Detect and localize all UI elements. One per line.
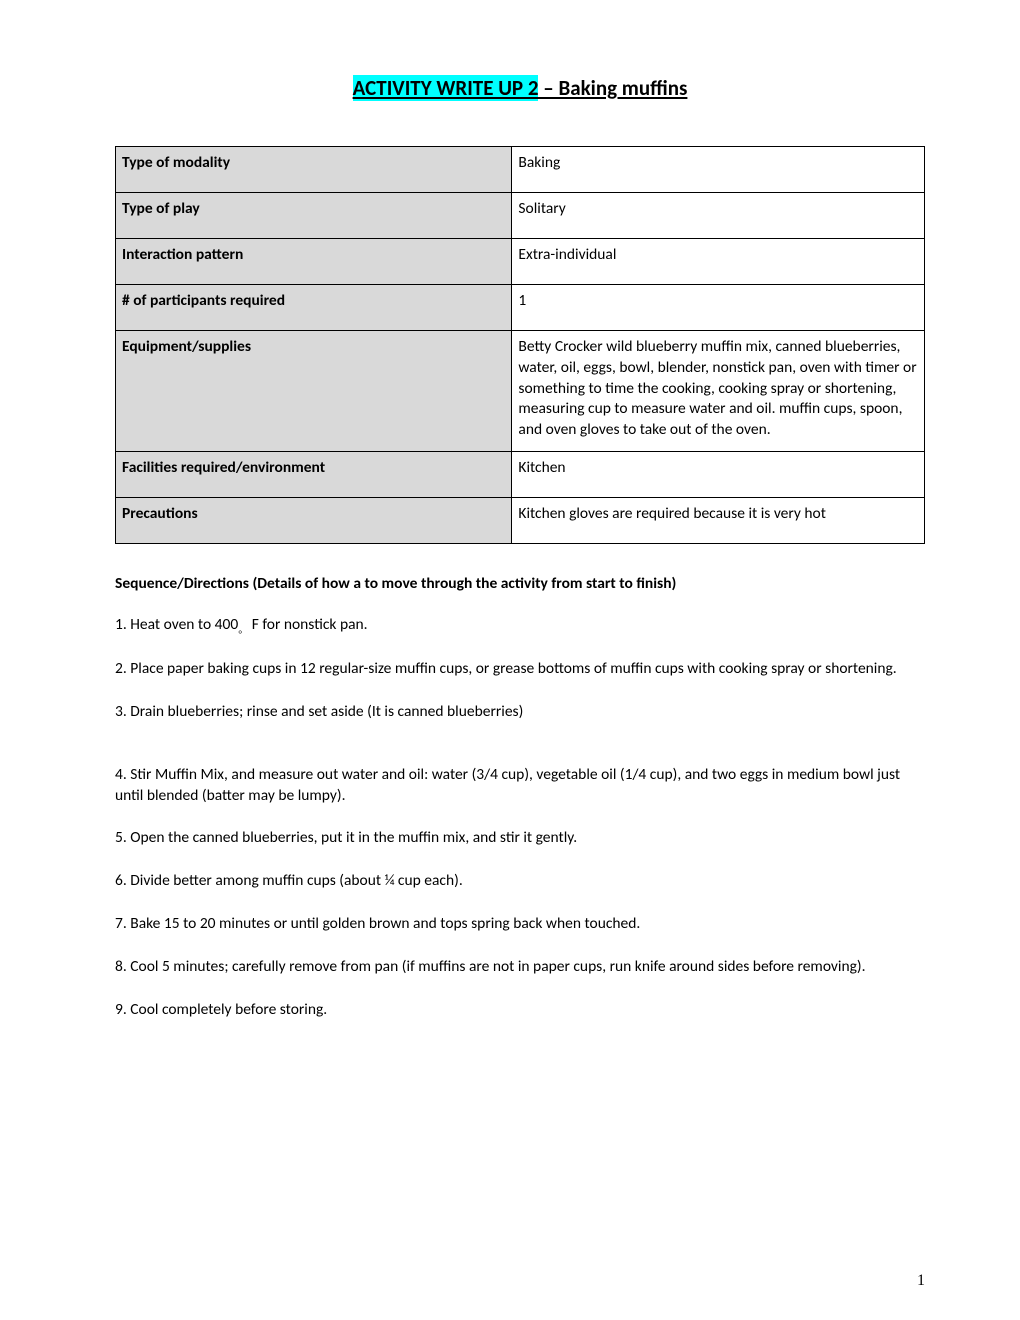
title-rest: – Baking muffins <box>538 75 687 101</box>
step-text-pre: 1. Heat oven to 400 <box>115 615 238 634</box>
table-label: Interaction pattern <box>116 238 512 284</box>
table-label: Equipment/supplies <box>116 330 512 452</box>
info-table: Type of modalityBakingType of playSolita… <box>115 146 925 544</box>
table-value: Kitchen <box>512 452 925 498</box>
table-value: Solitary <box>512 192 925 238</box>
sequence-heading: Sequence/Directions (Details of how a to… <box>115 574 925 593</box>
step: 2. Place paper baking cups in 12 regular… <box>115 659 925 680</box>
step: 3. Drain blueberries; rinse and set asid… <box>115 702 925 723</box>
table-row: Equipment/suppliesBetty Crocker wild blu… <box>116 330 925 452</box>
page-title: ACTIVITY WRITE UP 2 – Baking muffins <box>353 75 688 101</box>
step: 1. Heat oven to 400。 F for nonstick pan. <box>115 615 925 637</box>
table-value: 1 <box>512 284 925 330</box>
table-row: Type of modalityBaking <box>116 147 925 193</box>
step: 6. Divide better among muffin cups (abou… <box>115 871 925 892</box>
table-row: # of participants required1 <box>116 284 925 330</box>
table-label: Type of modality <box>116 147 512 193</box>
title-highlighted: ACTIVITY WRITE UP 2 <box>353 75 539 101</box>
step-sub: 。 <box>238 623 248 636</box>
title-wrap: ACTIVITY WRITE UP 2 – Baking muffins <box>115 75 925 101</box>
step-text-post: F for nonstick pan. <box>248 615 367 634</box>
table-row: PrecautionsKitchen gloves are required b… <box>116 498 925 544</box>
step: 7. Bake 15 to 20 minutes or until golden… <box>115 914 925 935</box>
table-row: Type of playSolitary <box>116 192 925 238</box>
table-row: Interaction patternExtra-individual <box>116 238 925 284</box>
info-table-body: Type of modalityBakingType of playSolita… <box>116 147 925 544</box>
table-label: Facilities required/environment <box>116 452 512 498</box>
page-number: 1 <box>917 1272 925 1290</box>
steps-container: 1. Heat oven to 400。 F for nonstick pan.… <box>115 615 925 1021</box>
step: 4. Stir Muffin Mix, and measure out wate… <box>115 765 925 807</box>
table-row: Facilities required/environmentKitchen <box>116 452 925 498</box>
document-page: ACTIVITY WRITE UP 2 – Baking muffins Typ… <box>0 0 1020 1320</box>
step: 9. Cool completely before storing. <box>115 1000 925 1021</box>
table-value: Baking <box>512 147 925 193</box>
table-value: Extra-individual <box>512 238 925 284</box>
table-label: Type of play <box>116 192 512 238</box>
table-value: Kitchen gloves are required because it i… <box>512 498 925 544</box>
table-label: # of participants required <box>116 284 512 330</box>
step: 8. Cool 5 minutes; carefully remove from… <box>115 957 925 978</box>
table-label: Precautions <box>116 498 512 544</box>
table-value: Betty Crocker wild blueberry muffin mix,… <box>512 330 925 452</box>
step: 5. Open the canned blueberries, put it i… <box>115 828 925 849</box>
